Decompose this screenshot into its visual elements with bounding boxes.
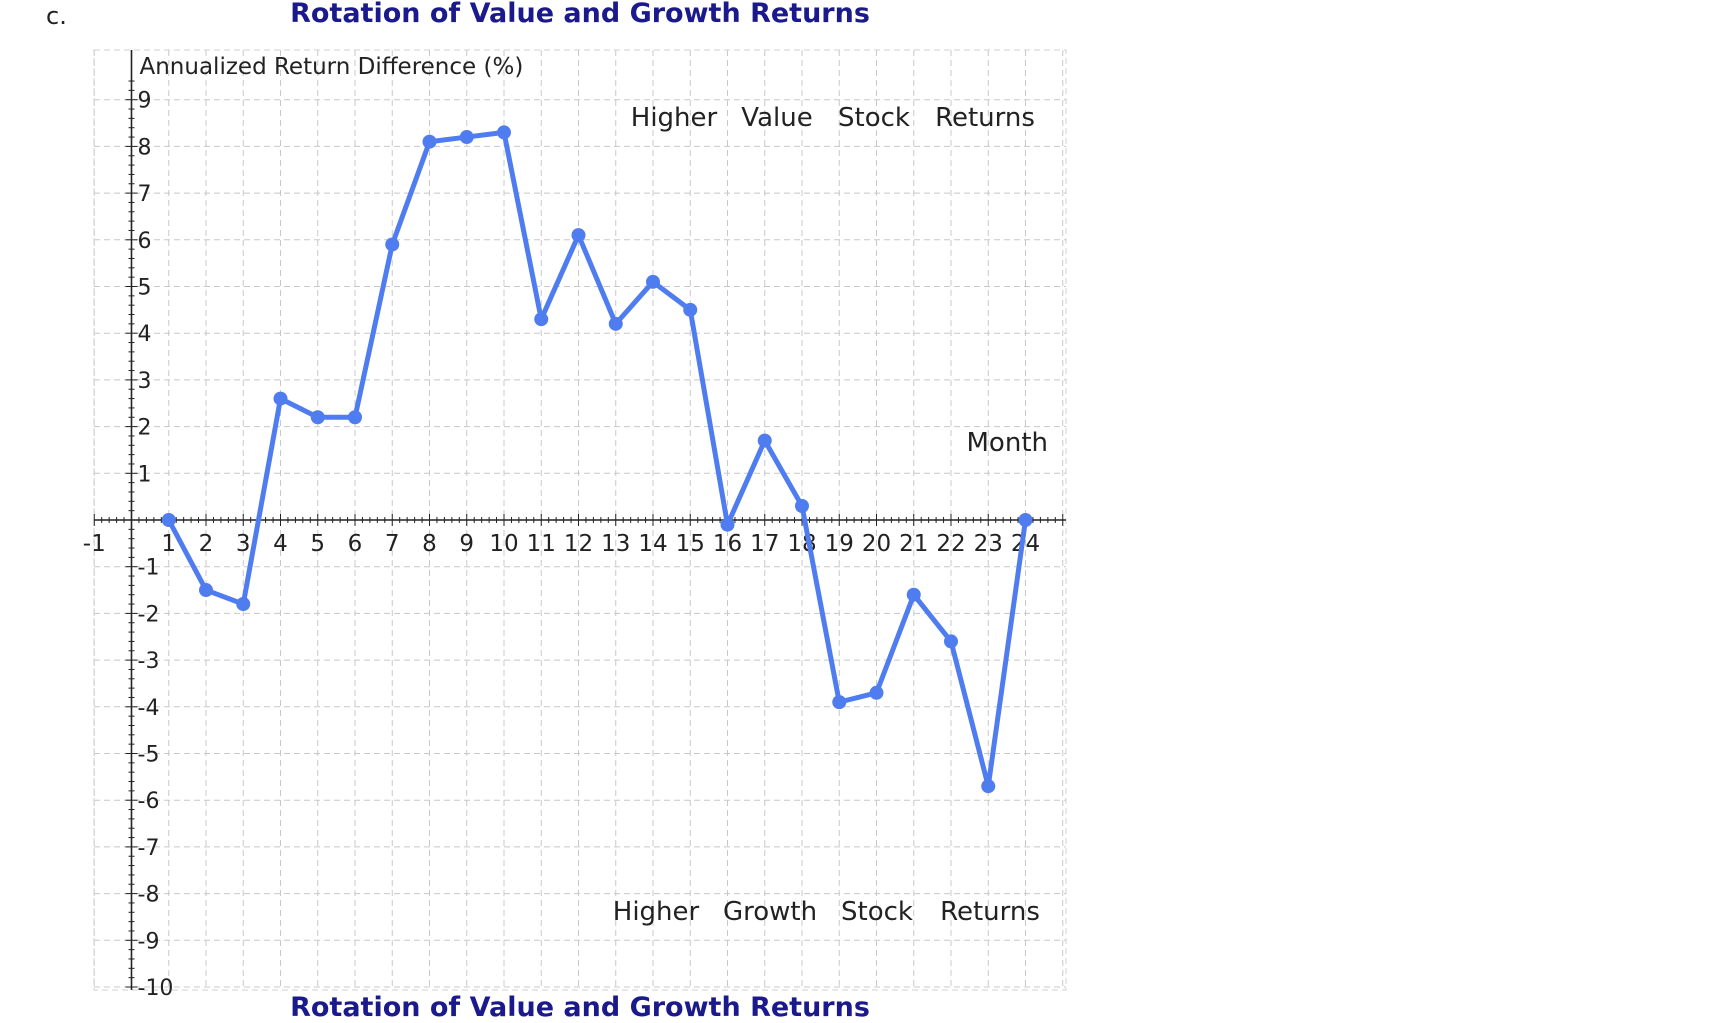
y-axis-label: Annualized Return Difference (%)	[140, 54, 524, 80]
y-tick-label: -7	[138, 836, 160, 861]
y-tick-label: -2	[138, 602, 160, 627]
chart-annotations: Annualized Return Difference (%) Month Hig…	[140, 54, 1049, 927]
x-tick-label: 13	[601, 531, 630, 557]
x-tick-label: 19	[825, 531, 854, 557]
x-tick-label: 16	[713, 531, 742, 557]
x-tick-label: 23	[974, 531, 1003, 557]
next-chart-title: Rotation of Value and Growth Returns	[290, 992, 870, 1023]
data-point	[385, 237, 400, 252]
x-tick-label: 17	[750, 531, 779, 557]
data-series	[161, 125, 1033, 794]
x-tick-label: 9	[459, 531, 474, 557]
x-tick-label: 22	[936, 531, 965, 557]
annotation-bottom-word: Growth	[723, 897, 817, 927]
problem-label: c.	[46, 2, 67, 30]
y-tick-label: -10	[138, 976, 174, 1001]
x-axis-label: Month	[967, 428, 1049, 458]
data-point	[646, 274, 660, 289]
data-point	[869, 685, 884, 700]
data-point	[608, 316, 623, 331]
y-tick-label: 7	[138, 182, 152, 207]
x-tick-label: 8	[422, 531, 437, 557]
data-point	[683, 302, 698, 317]
y-tick-label: 4	[138, 322, 152, 347]
data-point	[571, 228, 586, 243]
y-tick-label: 5	[138, 276, 152, 301]
annotation-top-word: Higher	[631, 103, 718, 133]
data-point	[199, 583, 213, 598]
axes	[93, 50, 1066, 990]
series-line	[166, 129, 1028, 789]
annotation-bottom-word: Returns	[940, 897, 1040, 927]
data-point	[757, 433, 772, 448]
data-point	[534, 312, 549, 327]
annotation-top-word: Value	[741, 103, 812, 133]
x-tick-label: 12	[564, 531, 593, 557]
x-tick-label: 10	[489, 531, 518, 557]
x-tick-label: 6	[348, 531, 363, 557]
x-tick-label: 20	[862, 531, 891, 557]
x-tick-label: 7	[385, 531, 400, 557]
data-point	[720, 517, 735, 532]
x-tick-labels: -1 1 2 3 4 5 6 7 8 9 10 11 12 13 14 15 16 17 18 19 20 21 22 23 2…	[83, 531, 1040, 557]
data-point	[348, 410, 362, 425]
x-tick-label: 21	[899, 531, 928, 557]
x-tick-label: 3	[236, 531, 251, 557]
y-tick-label: 8	[138, 135, 152, 160]
data-point	[981, 779, 996, 794]
x-tick-label: 1	[161, 531, 176, 557]
y-tick-label: -4	[138, 696, 160, 721]
annotation-top-word: Stock	[838, 103, 910, 133]
y-tick-label: 6	[138, 229, 152, 254]
annotation-top-word: Returns	[935, 103, 1035, 133]
x-tick-label: 2	[199, 531, 214, 557]
data-point	[497, 125, 511, 140]
data-point	[459, 130, 474, 145]
y-tick-label: -8	[138, 883, 160, 908]
y-tick-label: 3	[138, 369, 152, 394]
data-point	[273, 391, 288, 406]
y-tick-label: -5	[138, 743, 160, 768]
x-tick-label: 11	[527, 531, 556, 557]
data-point	[236, 597, 251, 612]
annotation-bottom-word: Stock	[841, 897, 913, 927]
y-tick-label: -9	[138, 929, 160, 954]
data-point	[422, 134, 437, 149]
x-tick-label: 4	[273, 531, 288, 557]
y-tick-label: 2	[138, 416, 152, 441]
data-point	[310, 410, 325, 425]
data-point	[795, 498, 809, 513]
data-point	[832, 695, 847, 710]
x-tick-label: 5	[310, 531, 325, 557]
y-tick-label: -1	[138, 556, 160, 581]
annotation-bottom-word: Higher	[613, 897, 700, 927]
x-tick-label: 14	[638, 531, 667, 557]
y-tick-label: 9	[138, 89, 152, 114]
data-point	[906, 587, 921, 602]
data-point	[161, 513, 176, 527]
chart-title: Rotation of Value and Growth Returns	[290, 0, 870, 29]
data-point	[1018, 513, 1033, 527]
x-tick-label: -1	[83, 531, 106, 557]
y-tick-label: -3	[138, 649, 160, 674]
data-point	[944, 634, 958, 649]
x-tick-label: 15	[676, 531, 705, 557]
y-tick-label: 1	[138, 462, 152, 487]
y-tick-label: -6	[138, 789, 160, 814]
